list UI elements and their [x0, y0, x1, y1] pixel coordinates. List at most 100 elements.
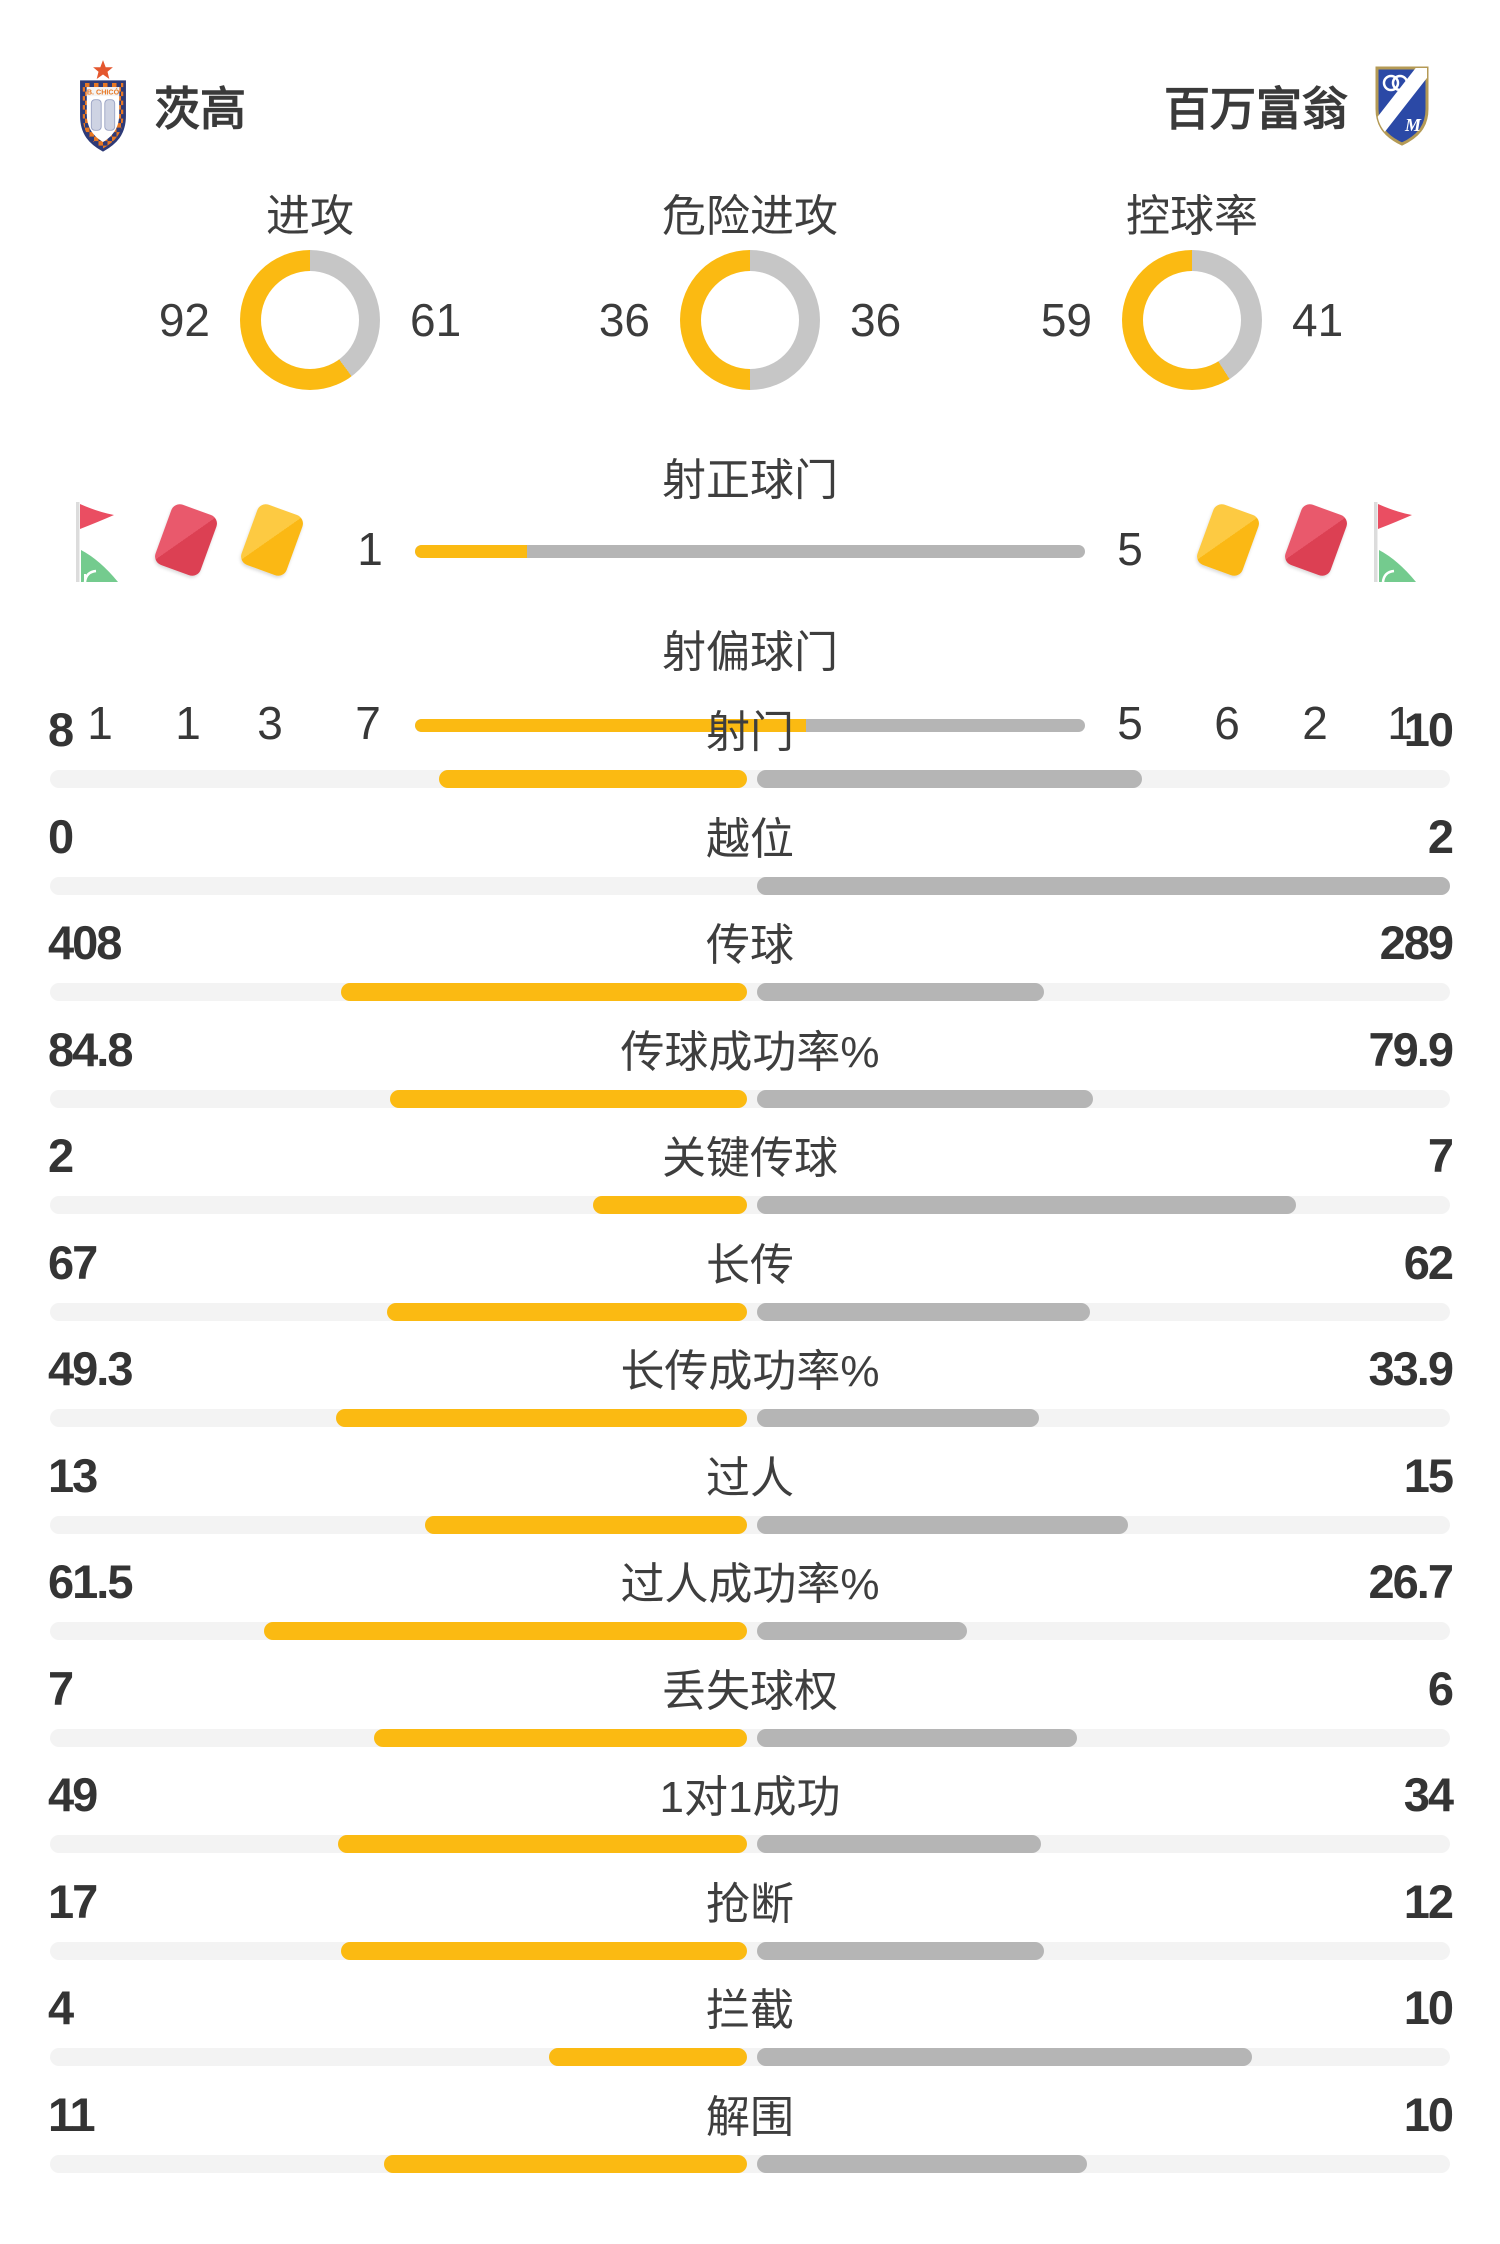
stat-away-value: 12 [1403, 1874, 1454, 1928]
donut-possession-away-value: 41 [1292, 294, 1344, 346]
stat-bar-away-segment [757, 1835, 1041, 1853]
stat-away-value: 26.7 [1368, 1555, 1454, 1608]
stat-bar-away-segment [757, 876, 1450, 895]
stat-label: 丢失球权 [662, 1666, 838, 1716]
stat-away-value: 79.9 [1368, 1022, 1454, 1076]
stat-away-value: 10 [1403, 2087, 1454, 2141]
stat-bar-away-segment [757, 770, 1142, 788]
donut-danger-attack: 危险进攻 36 36 [520, 192, 980, 390]
away-team-name: 百万富翁 [1164, 83, 1348, 135]
stat-away-value: 34 [1403, 1768, 1454, 1821]
stat-label: 长传 [706, 1240, 794, 1290]
stat-home-value: 49.3 [48, 1342, 133, 1395]
shots-on-bar [415, 545, 1085, 558]
stat-label: 解围 [706, 2092, 794, 2142]
stat-row: 2 关键传球 7 [0, 1110, 1500, 1217]
stat-row: 49.3 长传成功率% 33.9 [0, 1323, 1500, 1430]
stat-away-value: 2 [1427, 809, 1454, 863]
stat-bar-home-segment [338, 1835, 747, 1853]
donut-attack-away-value: 61 [410, 294, 462, 346]
stat-away-value: 289 [1379, 916, 1454, 969]
stat-bar-away-segment [757, 1941, 1044, 1960]
yellow-card-icon [238, 501, 306, 579]
stat-home-value: 17 [48, 1874, 98, 1928]
stat-home-value: 67 [48, 1235, 98, 1289]
stat-home-value: 61.5 [48, 1555, 133, 1608]
stat-row: 49 1对1成功 34 [0, 1749, 1500, 1856]
yellow-card-icon [1194, 501, 1262, 579]
stat-home-value: 0 [48, 809, 74, 863]
shots-off-away-value: 5 [1117, 697, 1143, 749]
stat-bar-home-segment [264, 1622, 747, 1640]
stat-label: 拦截 [706, 1986, 794, 2035]
stat-bar-away-segment [757, 1302, 1090, 1321]
donut-danger-chart [680, 250, 820, 390]
donut-possession-chart [1122, 250, 1262, 390]
stat-home-value: 4 [48, 1981, 74, 2034]
stats-list: 8 射门 10 0 越位 2 408 传球 289 [0, 684, 1500, 2175]
donut-attack: 进攻 92 61 [80, 192, 540, 390]
stat-row: 7 丢失球权 6 [0, 1643, 1500, 1750]
stat-label: 越位 [706, 814, 794, 864]
stat-home-value: 7 [48, 1661, 74, 1715]
stat-home-value: 408 [48, 916, 122, 969]
stat-bar-home-segment [425, 1515, 747, 1534]
stat-row: 67 长传 62 [0, 1217, 1500, 1324]
stat-row: 61.5 过人成功率% 26.7 [0, 1536, 1500, 1643]
stat-label: 射门 [706, 708, 794, 757]
home-team-header: B. CHICÓ 茨高 [76, 60, 246, 152]
red-card-icon [1282, 501, 1350, 579]
stat-away-value: 62 [1403, 1235, 1454, 1289]
stat-row: 408 传球 289 [0, 897, 1500, 1004]
shots-on-home-value: 1 [357, 523, 383, 575]
stat-away-value: 6 [1427, 1661, 1454, 1715]
stat-bar-away-segment [757, 2154, 1087, 2173]
stat-label: 长传成功率% [620, 1347, 880, 1396]
stat-bar-track [50, 1196, 1450, 1214]
stat-home-value: 49 [48, 1768, 98, 1821]
donut-possession-title: 控球率 [1126, 192, 1258, 241]
stat-bar-track [50, 770, 1450, 788]
corner-flag-icon [1374, 502, 1416, 583]
stat-bar-away-segment [757, 1515, 1128, 1534]
shots-off-target-label: 射偏球门 [662, 628, 838, 677]
donut-attack-title: 进攻 [266, 192, 354, 241]
stat-label: 关键传球 [662, 1134, 838, 1183]
stat-bar-track [50, 2048, 1450, 2066]
stat-bar-home-segment [384, 2154, 747, 2173]
away-team-header: 百万富翁 M [1164, 62, 1432, 150]
stat-bar-track [50, 2154, 1450, 2173]
stat-bar-track [50, 876, 1450, 895]
stat-home-value: 84.8 [48, 1022, 133, 1076]
stat-away-value: 7 [1427, 1129, 1454, 1182]
stat-label: 传球成功率% [620, 1027, 880, 1077]
home-yellow-cards-count: 3 [257, 697, 283, 749]
shots-off-bar [415, 719, 1085, 732]
stat-bar-track [50, 983, 1450, 1001]
shots-on-away-value: 5 [1117, 523, 1143, 575]
away-team-logo: M [1375, 66, 1429, 146]
stat-bar-away-segment [757, 1622, 967, 1640]
stat-bar-home-segment [341, 1941, 747, 1960]
red-card-icon [152, 501, 220, 579]
stat-bar-home-segment [593, 1196, 747, 1214]
stat-label: 过人 [706, 1453, 794, 1503]
home-corners-count: 1 [87, 697, 113, 749]
stat-bar-home-segment [549, 2048, 747, 2066]
donut-possession: 控球率 59 41 [962, 192, 1422, 390]
stat-bar-track [50, 1302, 1450, 1321]
stat-bar-track [50, 1835, 1450, 1853]
donut-danger-home-value: 36 [598, 294, 650, 346]
stat-row: 4 拦截 10 [0, 1962, 1500, 2069]
home-team-logo: B. CHICÓ [80, 60, 126, 152]
donut-danger-away-value: 36 [850, 294, 902, 346]
stat-bar-home-segment [390, 1089, 747, 1108]
stat-row: 11 解围 10 [0, 2069, 1500, 2176]
away-red-cards-count: 2 [1302, 697, 1328, 749]
stat-label: 过人成功率% [620, 1560, 880, 1609]
stat-row: 0 越位 2 [0, 791, 1500, 898]
away-yellow-cards-count: 6 [1214, 697, 1240, 749]
stat-away-value: 10 [1403, 1981, 1454, 2034]
stat-bar-away-segment [757, 1089, 1093, 1108]
